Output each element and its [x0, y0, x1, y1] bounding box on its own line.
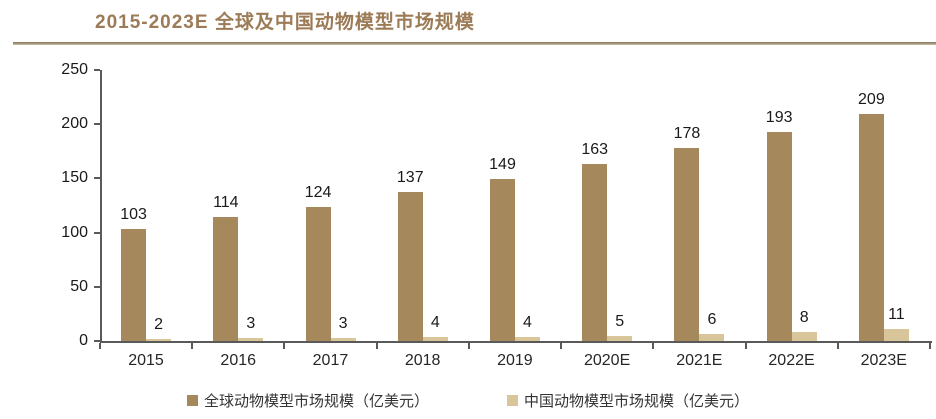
bar-china — [883, 329, 909, 341]
bar-china — [422, 337, 448, 341]
bar-value-label-global: 114 — [213, 194, 239, 211]
bar-global — [121, 229, 147, 341]
y-axis-tick — [94, 340, 100, 342]
bar-value-label-china: 5 — [615, 313, 625, 330]
x-axis-tick — [652, 343, 655, 349]
bar-value-label-global: 178 — [673, 125, 701, 142]
x-axis-category-label: 2023E — [860, 352, 907, 369]
bar-china — [791, 332, 817, 341]
x-axis-line — [100, 341, 932, 343]
x-axis-tick — [560, 343, 563, 349]
bar-value-label-global: 149 — [489, 156, 516, 173]
bar-value-label-global: 103 — [120, 206, 147, 223]
bar-value-label-china: 6 — [707, 311, 717, 328]
x-axis-tick — [283, 343, 286, 349]
legend-item-china: 中国动物模型市场规模（亿美元） — [507, 390, 749, 411]
x-axis-category-label: 2019 — [497, 352, 533, 369]
y-axis-tick-label: 100 — [61, 223, 88, 241]
legend-label: 中国动物模型市场规模（亿美元） — [524, 393, 750, 410]
y-axis-tick — [94, 231, 100, 234]
title-divider — [13, 42, 936, 45]
bar-china — [699, 334, 725, 341]
x-axis-category-label: 2018 — [404, 352, 441, 369]
bar-china — [515, 337, 540, 341]
y-axis-tick-label: 50 — [70, 277, 88, 295]
legend-swatch-icon — [507, 395, 518, 406]
x-axis-tick — [191, 343, 194, 349]
bar-china — [330, 338, 356, 341]
bar-global — [674, 148, 700, 341]
x-axis-tick — [99, 343, 101, 349]
bar-value-label-global: 163 — [581, 141, 609, 158]
bar-global — [490, 179, 515, 341]
bar-value-label-china: 8 — [799, 309, 809, 326]
bar-value-label-global: 193 — [765, 109, 793, 126]
bar-value-label-china: 2 — [154, 316, 164, 333]
x-axis-tick — [836, 343, 839, 349]
bar-global — [766, 132, 792, 341]
bar-global — [397, 192, 423, 341]
x-axis-tick — [467, 343, 470, 349]
bar-value-label-china: 11 — [888, 306, 905, 323]
y-axis-line — [100, 70, 102, 341]
bar-value-label-global: 137 — [396, 169, 424, 186]
y-axis-tick — [94, 69, 100, 71]
bar-value-label-global: 209 — [858, 91, 885, 108]
bar-china — [146, 339, 172, 341]
y-axis-tick-label: 150 — [61, 169, 88, 187]
bar-global — [582, 164, 608, 341]
x-axis-category-label: 2015 — [128, 352, 164, 369]
x-axis-category-label: 2022E — [768, 352, 815, 369]
y-axis-tick-label: 250 — [61, 61, 88, 78]
y-axis-tick — [94, 285, 100, 288]
bar-value-label-china: 4 — [430, 314, 440, 331]
x-axis-category-label: 2020E — [583, 352, 631, 369]
y-axis-tick-label: 0 — [79, 332, 88, 349]
bar-value-label-china: 3 — [246, 315, 256, 332]
y-axis-tick — [94, 123, 100, 126]
bar-china — [238, 338, 264, 341]
x-axis-tick — [744, 343, 747, 349]
bar-value-label-china: 3 — [338, 315, 348, 332]
x-axis-tick — [375, 343, 378, 349]
chart-title: 2015-2023E 全球及中国动物模型市场规模 — [95, 12, 475, 33]
bar-global — [305, 207, 331, 341]
legend-item-global: 全球动物模型市场规模（亿美元） — [186, 390, 429, 411]
legend-label: 全球动物模型市场规模（亿美元） — [203, 393, 429, 410]
y-axis-tick-label: 200 — [61, 115, 88, 133]
x-axis-category-label: 2016 — [220, 352, 257, 369]
bar-value-label-global: 124 — [304, 184, 332, 201]
x-axis-category-label: 2017 — [312, 352, 349, 369]
bar-value-label-china: 4 — [523, 314, 532, 331]
y-axis-tick — [94, 177, 100, 180]
x-axis-tick — [929, 343, 931, 349]
legend: 全球动物模型市场规模（亿美元） 中国动物模型市场规模（亿美元） — [0, 390, 936, 411]
x-axis-category-label: 2021E — [676, 352, 723, 369]
legend-swatch-icon — [186, 395, 198, 406]
bar-global — [858, 114, 884, 341]
bar-china — [607, 336, 633, 341]
bar-global — [213, 217, 239, 341]
